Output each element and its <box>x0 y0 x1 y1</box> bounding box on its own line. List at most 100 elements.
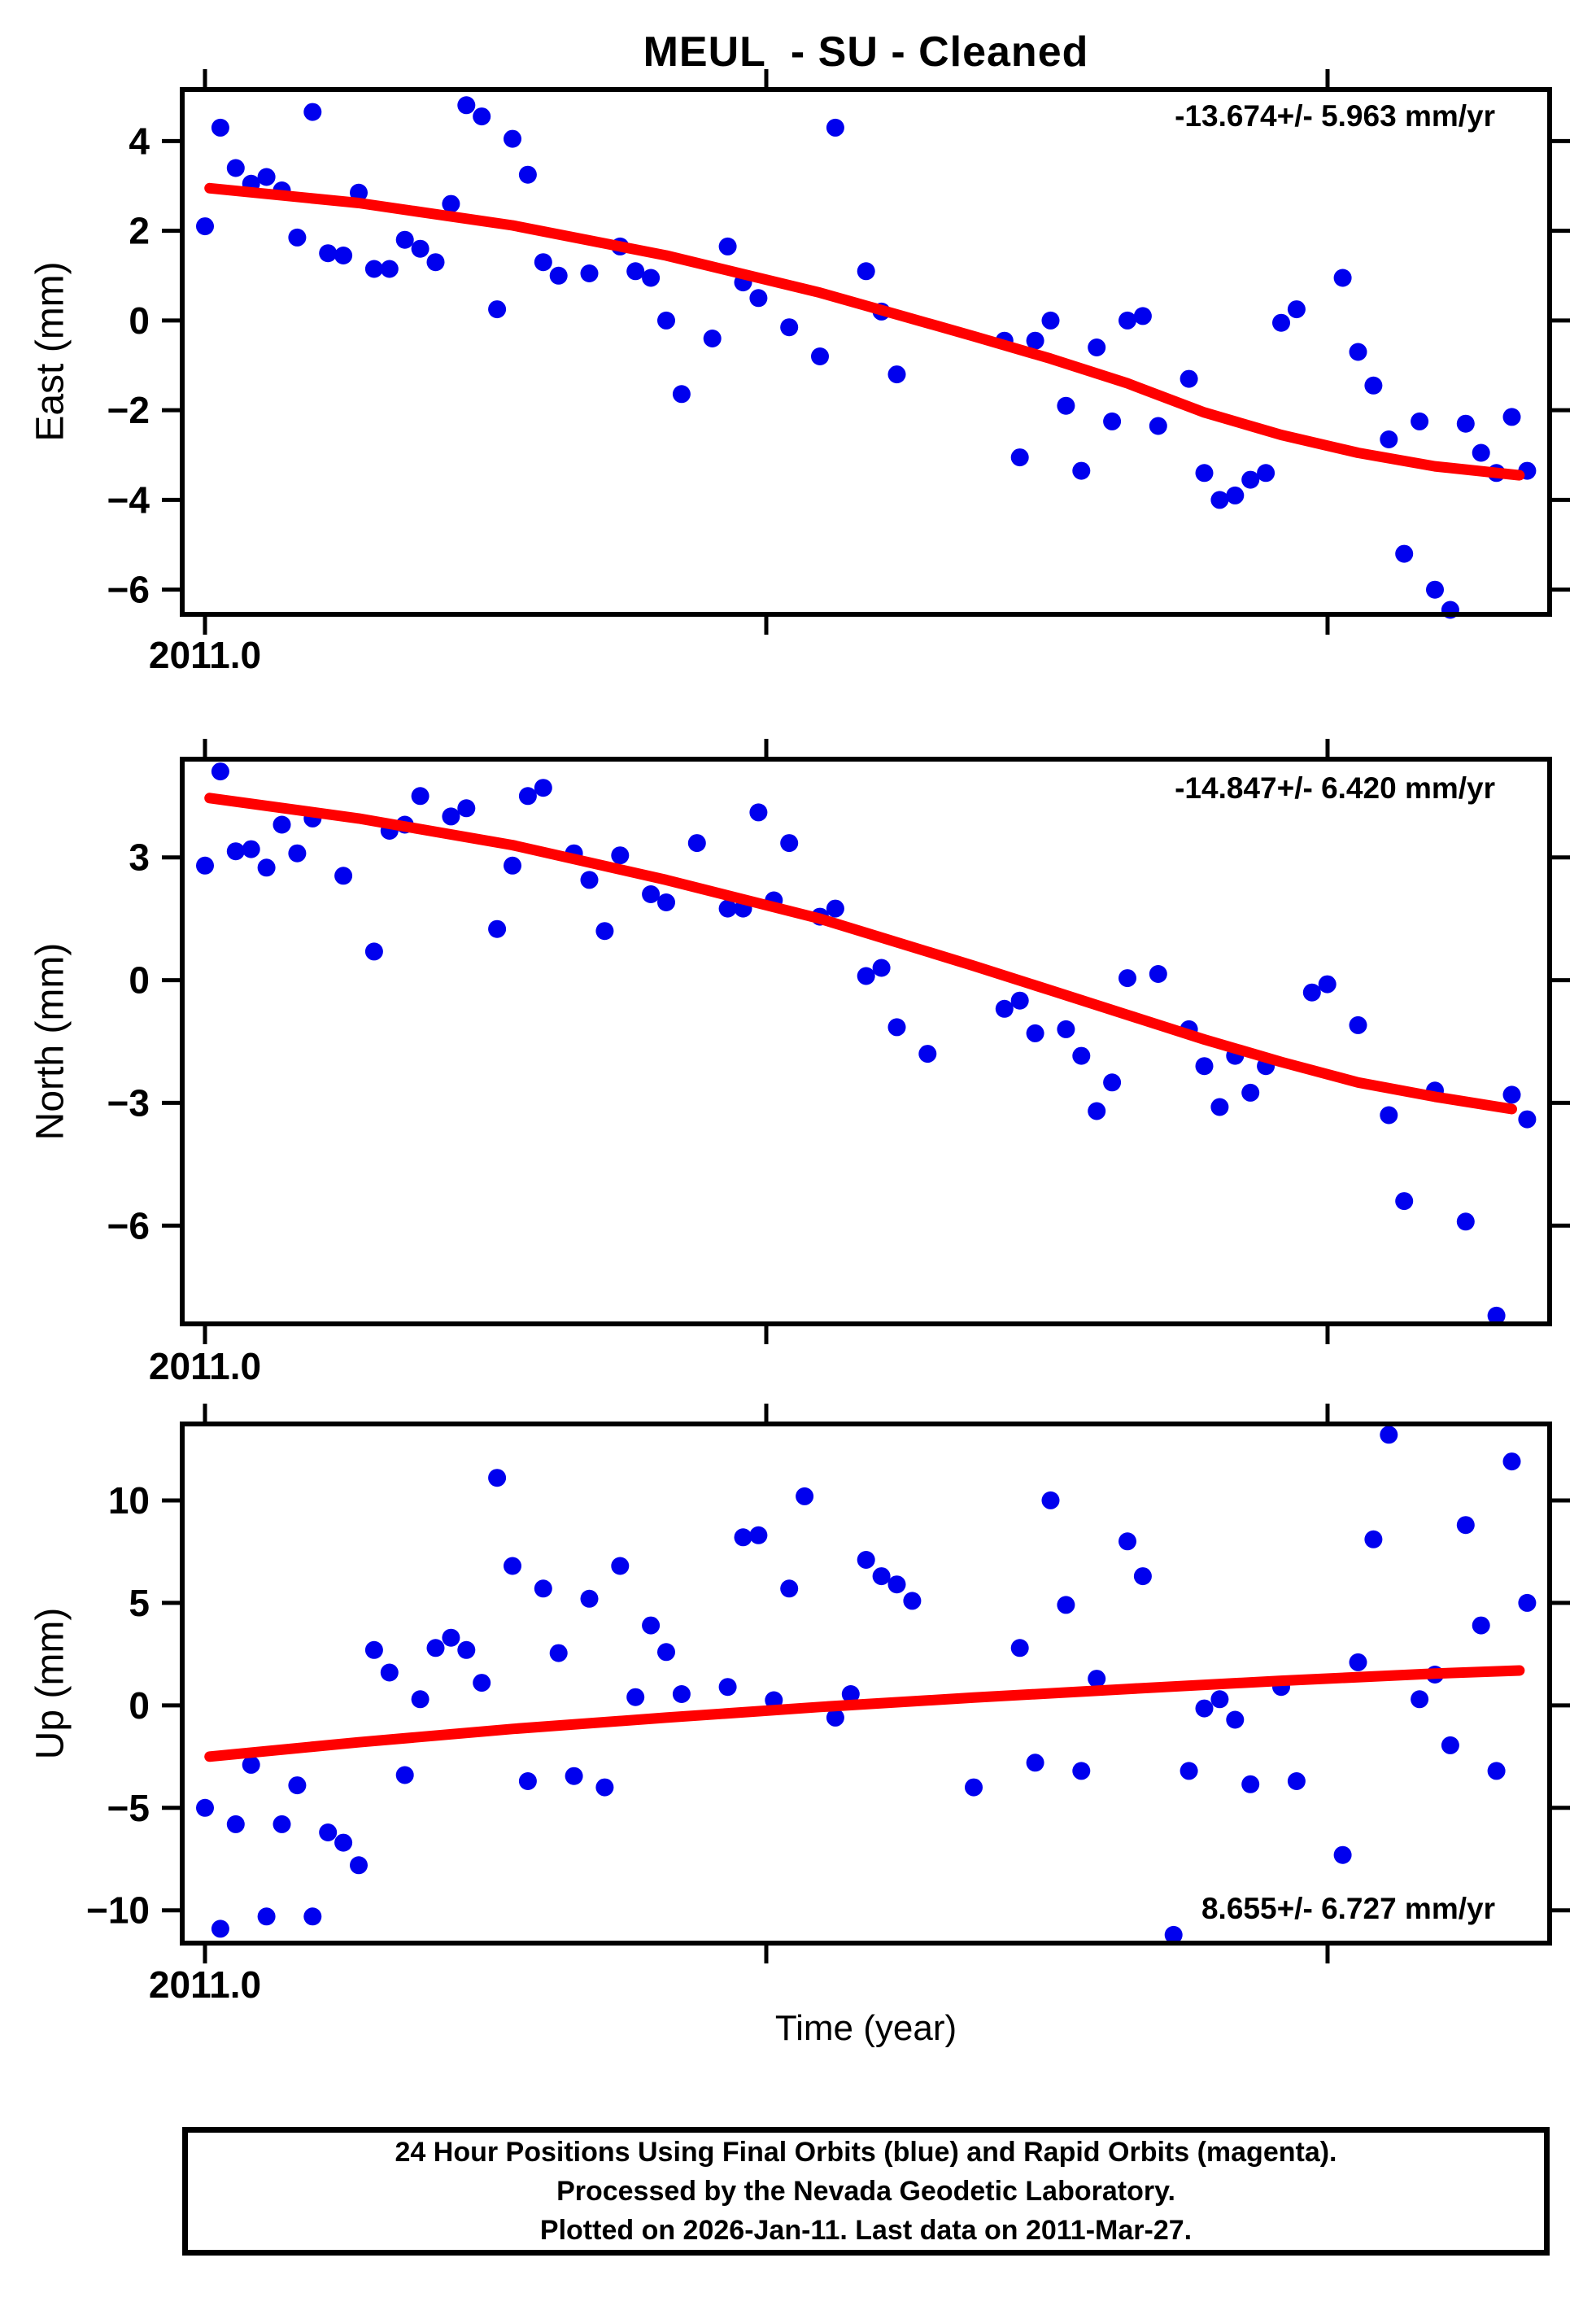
up-panel-plot: 10 5 0 −5 −10 <box>86 1404 1570 1963</box>
data-point <box>457 96 476 115</box>
data-point <box>1026 1754 1044 1772</box>
data-point <box>1026 331 1044 350</box>
y-tick-label: 10 <box>108 1479 150 1522</box>
data-point <box>642 269 661 287</box>
data-point <box>442 194 460 213</box>
data-point <box>1349 343 1367 361</box>
data-point <box>1456 1212 1475 1231</box>
y-tick-label: −6 <box>107 569 150 611</box>
data-point <box>995 999 1014 1018</box>
data-point <box>549 1644 568 1662</box>
data-point <box>1149 965 1167 983</box>
data-point <box>672 385 691 404</box>
y-tick-label: −5 <box>107 1787 150 1829</box>
data-point <box>1072 1762 1091 1780</box>
data-point <box>1456 1516 1475 1535</box>
data-point <box>965 1778 983 1797</box>
data-point <box>857 262 875 281</box>
y-tick-label: −2 <box>107 389 150 431</box>
data-point <box>196 1798 214 1817</box>
data-point <box>1241 1083 1260 1102</box>
data-point <box>611 1557 630 1575</box>
fit-curve <box>204 182 1525 481</box>
data-point <box>918 1045 937 1063</box>
data-point <box>1502 1452 1521 1471</box>
data-point <box>1180 369 1198 388</box>
data-point <box>1180 1762 1198 1780</box>
data-point <box>411 787 430 806</box>
footer-note-box: 24 Hour Positions Using Final Orbits (bl… <box>182 2127 1550 2256</box>
data-point <box>780 318 799 337</box>
data-point <box>903 1592 922 1610</box>
data-point <box>1210 491 1229 509</box>
data-point <box>1518 1593 1537 1612</box>
up-axis-title: Up (mm) <box>28 1607 72 1760</box>
data-point <box>857 967 875 985</box>
data-point <box>288 844 307 863</box>
data-point <box>1088 1102 1106 1120</box>
data-point <box>319 1823 338 1841</box>
east-rate-annotation: -13.674+/- 5.963 mm/yr <box>1175 99 1495 133</box>
data-point <box>1010 448 1029 467</box>
data-point <box>1395 544 1414 563</box>
data-point <box>565 1767 583 1785</box>
data-point <box>395 230 414 249</box>
panel-frame <box>180 87 1552 617</box>
data-point <box>657 311 675 330</box>
data-point <box>826 118 844 137</box>
data-point <box>1210 1098 1229 1116</box>
footer-line-3: Plotted on 2026-Jan-11. Last data on 201… <box>539 2215 1193 2246</box>
data-point <box>749 1526 768 1544</box>
data-point <box>1103 1073 1122 1092</box>
data-point <box>1287 1772 1306 1790</box>
data-point <box>580 1589 599 1608</box>
y-tick-label: −4 <box>107 478 150 521</box>
data-point <box>1472 443 1490 462</box>
data-point <box>242 1755 260 1774</box>
data-point <box>1226 486 1245 504</box>
data-point <box>534 1579 552 1598</box>
data-point <box>226 1815 245 1833</box>
y-tick-label: 0 <box>129 299 150 342</box>
data-point <box>442 1628 460 1647</box>
data-point <box>1103 412 1122 430</box>
data-point <box>1210 1690 1229 1709</box>
data-point <box>196 217 214 236</box>
data-point <box>887 1018 906 1037</box>
data-point <box>211 118 229 137</box>
up-xtick-label: 2011.0 <box>148 1963 262 2006</box>
data-point <box>718 237 737 255</box>
data-point <box>780 834 799 853</box>
data-point <box>1041 1491 1060 1509</box>
data-point <box>826 1708 844 1727</box>
data-point <box>1318 975 1337 994</box>
data-point <box>257 168 276 186</box>
data-point <box>1072 461 1091 480</box>
data-point <box>411 239 430 258</box>
data-point <box>273 1815 291 1833</box>
data-point <box>549 266 568 285</box>
north-xtick-label: 2011.0 <box>148 1345 262 1387</box>
y-tick-label: 3 <box>129 836 150 879</box>
data-point <box>242 840 260 858</box>
data-point <box>1257 464 1275 483</box>
data-point <box>488 300 507 319</box>
data-point <box>1241 470 1260 489</box>
data-point <box>1411 412 1429 430</box>
data-point <box>1133 1567 1152 1586</box>
data-point <box>1502 408 1521 426</box>
data-point <box>1426 580 1444 599</box>
data-point <box>534 253 552 272</box>
data-point <box>626 262 645 281</box>
data-point <box>273 815 291 834</box>
y-tick-label: 0 <box>129 959 150 1002</box>
data-point <box>687 834 706 853</box>
data-point <box>1057 1020 1075 1038</box>
data-point <box>334 247 353 264</box>
data-point <box>488 1469 507 1487</box>
data-point <box>288 1776 307 1795</box>
data-point <box>1010 1639 1029 1657</box>
data-point <box>718 899 737 918</box>
data-point <box>703 330 722 347</box>
